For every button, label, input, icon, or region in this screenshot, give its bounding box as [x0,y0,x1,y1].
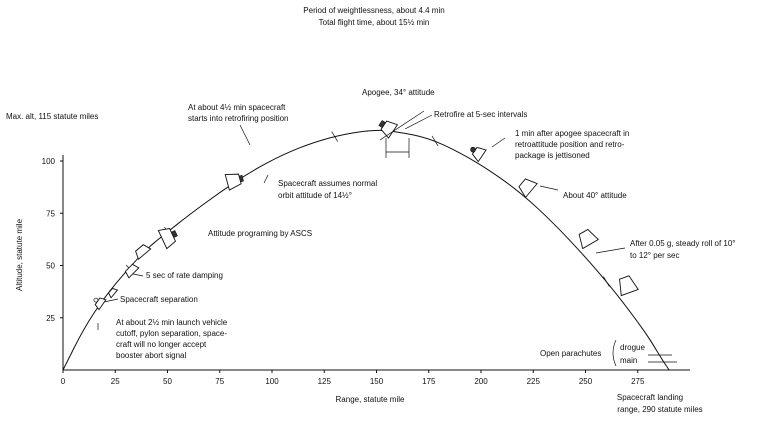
x-tick-label: 0 [61,377,66,386]
forty-degree-label: About 40° attitude [563,191,627,200]
retrofire-position-label-1: At about 4½ min spacecraft [188,103,286,112]
leader-forty-degree [539,185,559,191]
x-tick-label: 50 [163,377,172,386]
axis-ticks: 0 25 50 75 100 125 150 175 200 225 250 275 25 50 75 100 [42,157,645,386]
x-tick-label: 150 [370,377,384,386]
y-tick-label: 25 [46,314,55,323]
trajectory-time-mark [331,131,339,142]
leader-normal-orbit [263,174,269,184]
launch-cutoff-label-1: At about 2½ min launch vehicle [116,318,228,327]
ascs-label: Attitude programing by ASCS [208,229,312,238]
ascs-capsule-1 [135,244,152,260]
retropackage-label-1: 1 min after apogee spacecraft in [515,129,629,138]
ascs-capsule-2 [157,228,178,250]
x-tick-label: 200 [474,377,488,386]
x-tick-label: 125 [318,377,332,386]
rate-damping-capsule-2 [124,263,140,279]
landing-label-2: range, 290 statute miles [617,405,702,414]
retropackage-jettison-capsule [470,146,487,163]
leader-separation [103,298,119,303]
launch-cutoff-label-4: booster abort signal [116,351,186,360]
x-tick-label: 75 [215,377,224,386]
apogee-capsule [378,120,399,139]
y-axis-label: Altitude, statute mile [15,218,24,291]
normal-orbit-label-1: Spacecraft assumes normal [278,179,377,188]
x-tick-label: 25 [111,377,120,386]
header-flight-time: Total flight time, about 15½ min [319,18,430,27]
landing-label-1: Spacecraft landing [617,393,683,402]
retropackage-label-2: retroattitude position and retro- [515,140,625,149]
main-label: main [620,356,637,365]
apogee-label: Apogee, 34° attitude [362,88,435,97]
parachute-bracket [612,339,617,367]
leader-retrofire-position [239,124,251,146]
header-weightlessness: Period of weightlessness, about 4.4 min [303,6,444,15]
rate-damping-label: 5 sec of rate damping [146,271,223,280]
roll-label-2: to 12° per sec [630,251,679,260]
open-parachutes-label: Open parachutes [540,349,601,358]
trajectory-time-mark [431,135,439,147]
x-tick-label: 175 [422,377,436,386]
x-tick-label: 250 [579,377,593,386]
x-tick-label: 275 [631,377,645,386]
leader-roll [595,247,626,254]
leader-rate-damping [132,273,144,277]
leader-retrofire [404,114,433,130]
roll-capsule [578,228,600,250]
launch-cutoff-label-2: cutoff, pylon separation, space- [116,329,227,338]
retropackage-label-3: package is jettisoned [515,151,590,160]
drogue-label: drogue [620,343,645,352]
leader-retropackage [491,137,506,148]
retrofire-label: Retrofire at 5-sec intervals [434,110,527,119]
roll-label-1: After 0.05 g, steady roll of 10° [630,239,735,248]
trajectory-time-mark [649,338,656,349]
y-tick-label: 100 [42,157,56,166]
x-tick-label: 225 [527,377,541,386]
retrofire-position-label-2: starts into retrofiring position [188,114,289,123]
trajectory-time-mark [603,276,610,287]
retrofire-position-capsule [224,173,244,191]
rate-damping-capsule [107,287,119,299]
spacecraft-separation-capsule [93,297,107,311]
max-alt-label: Max. alt, 115 statute miles [6,112,98,121]
apogee-attitude-line [379,110,425,141]
separation-label: Spacecraft separation [120,295,198,304]
y-tick-label: 75 [46,209,55,218]
reentry-capsule [619,275,639,297]
normal-orbit-label-2: orbit attitude of 14½° [278,191,352,200]
forty-degree-capsule [518,178,538,199]
y-tick-label: 50 [46,262,55,271]
x-tick-label: 100 [265,377,279,386]
x-axis-label: Range, statute mile [336,395,405,404]
trajectory-curve [62,129,670,371]
launch-cutoff-label-3: craft will no longer accept [116,340,207,349]
